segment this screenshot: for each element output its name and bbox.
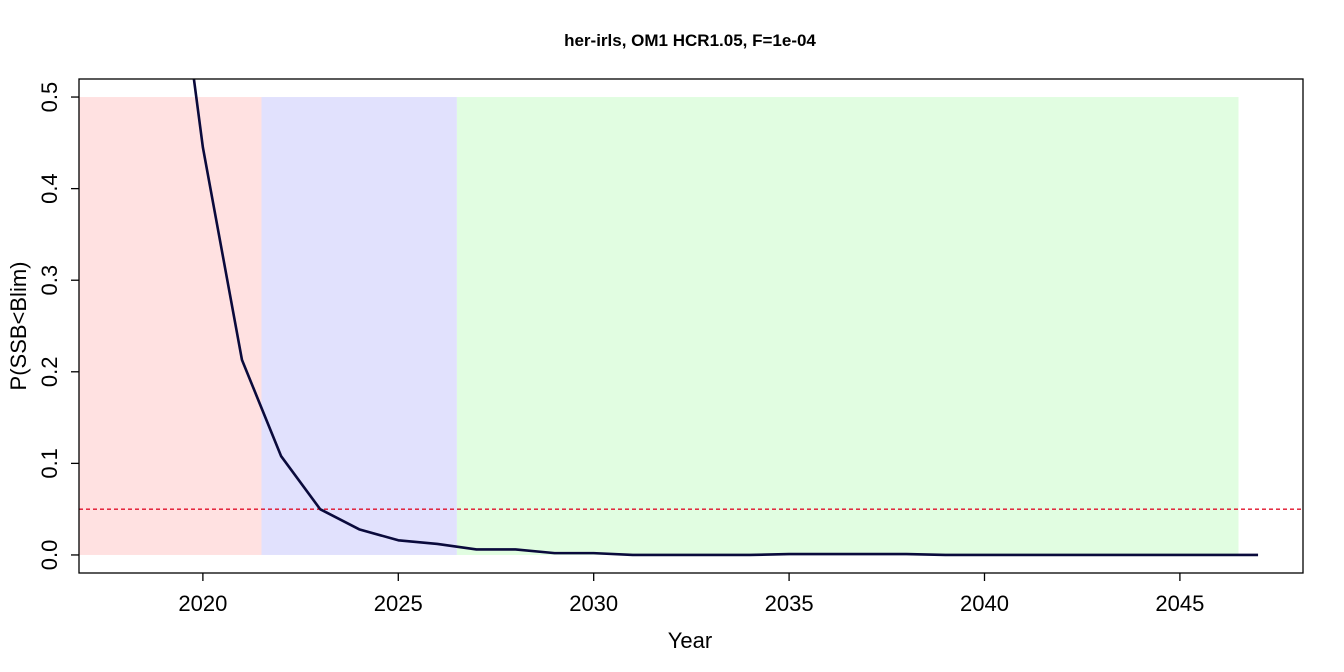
y-tick-label: 0.0 [37,540,62,571]
y-tick-label: 0.3 [37,265,62,296]
period-region [456,97,1239,555]
y-tick-label: 0.4 [37,173,62,204]
chart-title: her-irls, OM1 HCR1.05, F=1e-04 [564,31,816,50]
x-tick-label: 2025 [374,591,423,616]
x-tick-label: 2040 [960,591,1009,616]
y-tick-label: 0.5 [37,82,62,113]
y-tick-label: 0.1 [37,448,62,479]
plot-frame [78,78,1304,574]
period-region [79,97,262,555]
y-axis-label: P(SSB<Blim) [6,262,31,391]
x-tick-label: 2035 [765,591,814,616]
data-line [192,79,1259,557]
period-region [261,97,457,555]
x-axis-label: Year [668,628,712,653]
x-tick-label: 2030 [569,591,618,616]
x-tick-label: 2020 [178,591,227,616]
x-tick-label: 2045 [1155,591,1204,616]
y-tick-label: 0.2 [37,356,62,387]
